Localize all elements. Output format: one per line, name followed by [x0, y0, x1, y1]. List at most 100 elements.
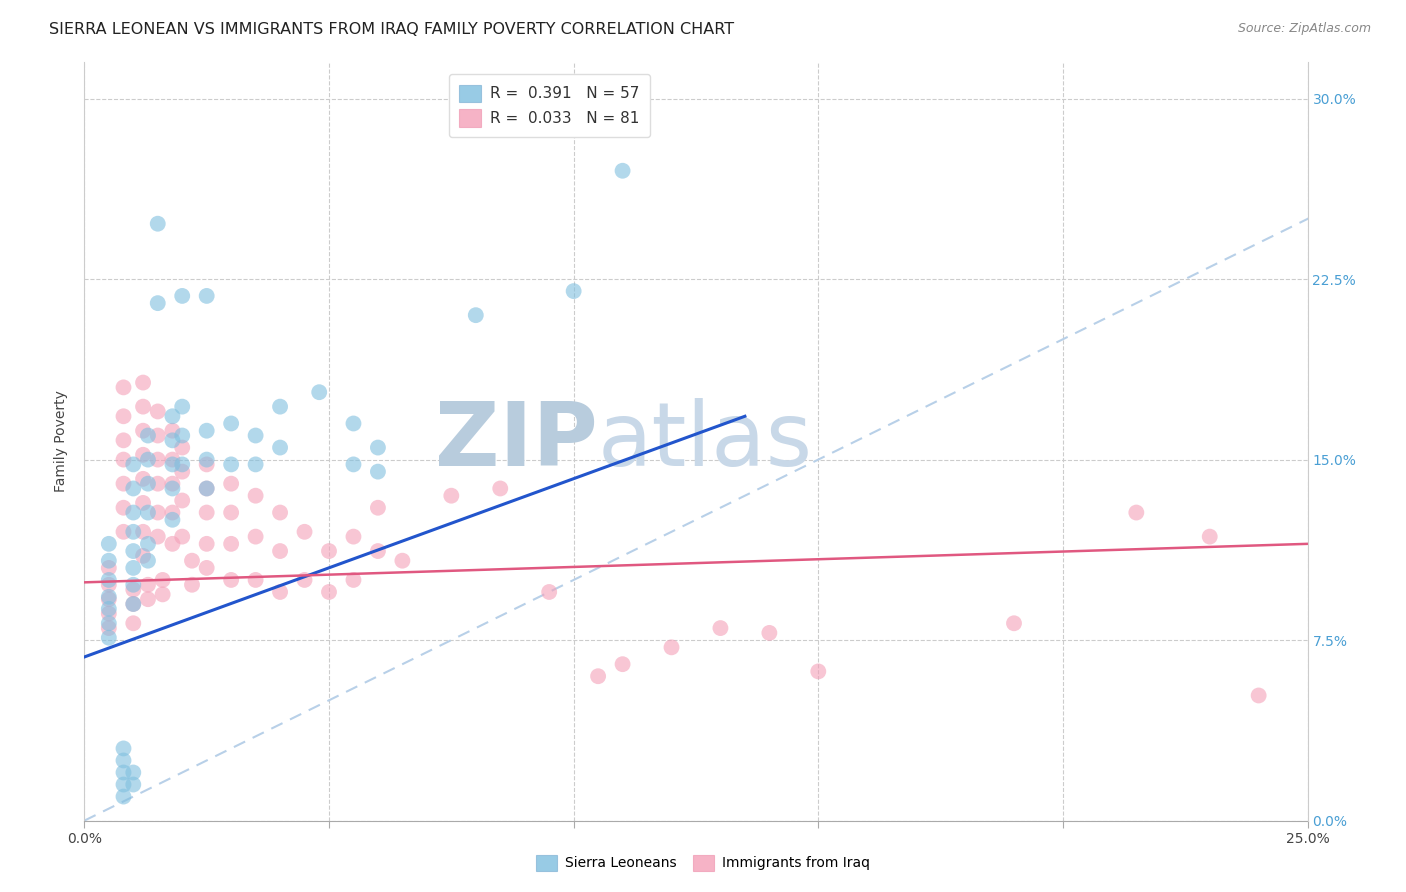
Point: [122, 561, 145, 575]
Point: [122, 578, 145, 592]
Point: [97, 578, 120, 592]
Legend: R =  0.391   N = 57, R =  0.033   N = 81: R = 0.391 N = 57, R = 0.033 N = 81: [449, 74, 650, 137]
Point: [136, 506, 159, 520]
Point: [97, 537, 120, 551]
Point: [122, 597, 145, 611]
Point: [172, 441, 194, 455]
Point: [112, 765, 135, 780]
Point: [269, 506, 291, 520]
Point: [132, 448, 155, 462]
Point: [162, 458, 184, 472]
Point: [367, 500, 389, 515]
Point: [172, 465, 194, 479]
Point: [122, 765, 145, 780]
Point: [146, 506, 169, 520]
Point: [612, 657, 634, 672]
Text: Source: ZipAtlas.com: Source: ZipAtlas.com: [1237, 22, 1371, 36]
Point: [195, 424, 218, 438]
Point: [342, 530, 364, 544]
Point: [112, 524, 135, 539]
Point: [807, 665, 830, 679]
Point: [269, 585, 291, 599]
Point: [162, 482, 184, 496]
Point: [162, 424, 184, 438]
Point: [612, 163, 634, 178]
Point: [162, 434, 184, 448]
Point: [122, 544, 145, 558]
Point: [136, 592, 159, 607]
Point: [122, 524, 145, 539]
Point: [440, 489, 463, 503]
Point: [162, 476, 184, 491]
Point: [146, 530, 169, 544]
Point: [97, 573, 120, 587]
Point: [162, 537, 184, 551]
Point: [146, 452, 169, 467]
Point: [172, 289, 194, 303]
Point: [245, 489, 267, 503]
Point: [219, 458, 242, 472]
Point: [112, 409, 135, 424]
Point: [342, 458, 364, 472]
Point: [97, 616, 120, 631]
Point: [1125, 506, 1147, 520]
Point: [195, 506, 218, 520]
Point: [112, 434, 135, 448]
Point: [112, 452, 135, 467]
Point: [269, 544, 291, 558]
Point: [122, 506, 145, 520]
Point: [1247, 689, 1270, 703]
Point: [136, 476, 159, 491]
Point: [97, 561, 120, 575]
Point: [308, 385, 330, 400]
Point: [538, 585, 561, 599]
Text: atlas: atlas: [598, 398, 813, 485]
Point: [97, 592, 120, 607]
Point: [489, 482, 512, 496]
Point: [112, 741, 135, 756]
Point: [112, 754, 135, 768]
Point: [219, 476, 242, 491]
Point: [136, 554, 159, 568]
Text: SIERRA LEONEAN VS IMMIGRANTS FROM IRAQ FAMILY POVERTY CORRELATION CHART: SIERRA LEONEAN VS IMMIGRANTS FROM IRAQ F…: [49, 22, 734, 37]
Point: [132, 424, 155, 438]
Point: [172, 458, 194, 472]
Point: [112, 380, 135, 394]
Point: [586, 669, 609, 683]
Point: [219, 573, 242, 587]
Point: [146, 428, 169, 442]
Y-axis label: Family Poverty: Family Poverty: [55, 391, 69, 492]
Point: [112, 778, 135, 792]
Point: [195, 289, 218, 303]
Point: [367, 465, 389, 479]
Point: [152, 587, 174, 601]
Point: [195, 561, 218, 575]
Point: [172, 428, 194, 442]
Point: [709, 621, 731, 635]
Point: [97, 590, 120, 604]
Point: [464, 308, 486, 322]
Point: [122, 616, 145, 631]
Point: [318, 585, 340, 599]
Point: [146, 476, 169, 491]
Point: [219, 417, 242, 431]
Point: [132, 496, 155, 510]
Point: [172, 493, 194, 508]
Point: [162, 409, 184, 424]
Point: [112, 476, 135, 491]
Point: [136, 452, 159, 467]
Point: [195, 482, 218, 496]
Point: [367, 544, 389, 558]
Point: [136, 537, 159, 551]
Point: [122, 582, 145, 597]
Point: [146, 217, 169, 231]
Point: [181, 554, 204, 568]
Point: [318, 544, 340, 558]
Point: [245, 428, 267, 442]
Point: [269, 400, 291, 414]
Point: [195, 458, 218, 472]
Point: [245, 530, 267, 544]
Point: [97, 621, 120, 635]
Legend: Sierra Leoneans, Immigrants from Iraq: Sierra Leoneans, Immigrants from Iraq: [530, 849, 876, 876]
Point: [1198, 530, 1220, 544]
